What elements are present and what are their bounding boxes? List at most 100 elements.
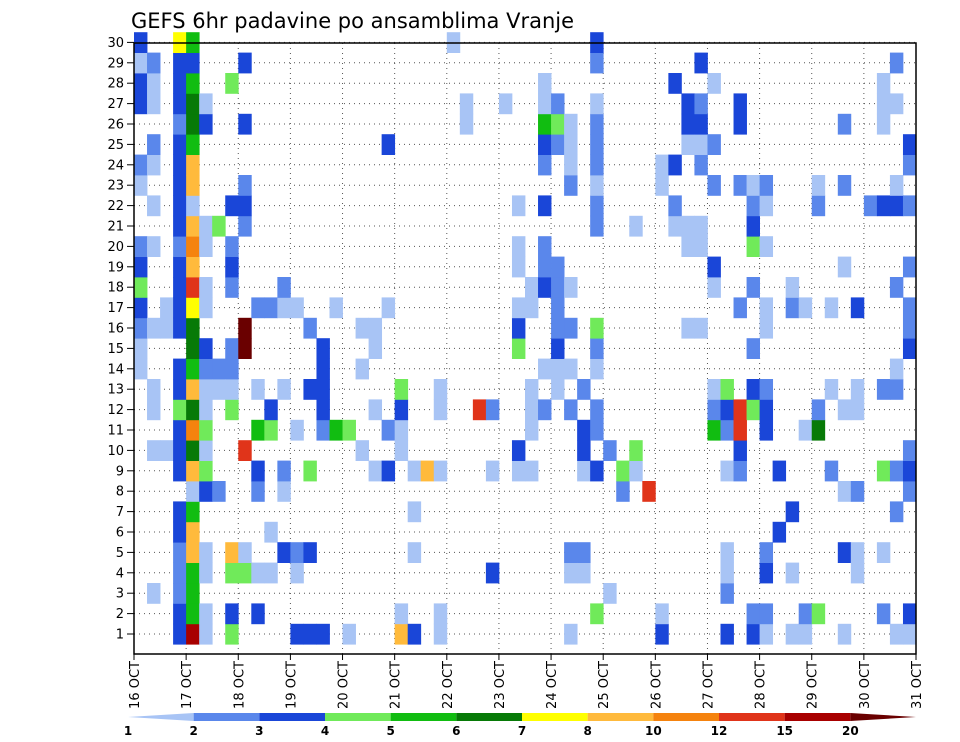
heatmap-cell bbox=[564, 562, 578, 584]
heatmap-cell bbox=[134, 297, 148, 319]
heatmap-cell bbox=[525, 419, 539, 441]
y-tick-label: 7 bbox=[116, 505, 124, 520]
heatmap-cell bbox=[746, 603, 760, 625]
heatmap-cell bbox=[199, 460, 213, 482]
heatmap-cell bbox=[186, 358, 200, 380]
heatmap-cell bbox=[303, 379, 317, 400]
heatmap-cell bbox=[902, 603, 917, 625]
heatmap-cell bbox=[173, 297, 187, 319]
y-tick-label: 2 bbox=[116, 607, 124, 622]
heatmap-cell bbox=[798, 419, 813, 441]
heatmap-cell bbox=[850, 481, 865, 502]
heatmap-cell bbox=[251, 481, 265, 502]
heatmap-cell bbox=[525, 277, 539, 298]
heatmap-cell bbox=[902, 297, 917, 319]
y-tick-label: 19 bbox=[107, 260, 124, 275]
heatmap-cell bbox=[199, 562, 213, 584]
heatmap-cell bbox=[225, 399, 239, 421]
x-tick-label: 19 OCT bbox=[284, 661, 299, 709]
heatmap-cell bbox=[642, 481, 656, 502]
colorbar-label: 1 bbox=[124, 724, 132, 738]
heatmap-cell bbox=[538, 399, 552, 421]
heatmap-cell bbox=[746, 175, 760, 196]
colorbar-swatch bbox=[390, 713, 457, 721]
heatmap-cell bbox=[303, 542, 317, 563]
heatmap-cell bbox=[511, 256, 526, 278]
heatmap-cell bbox=[707, 175, 721, 196]
x-tick-label: 31 OCT bbox=[910, 661, 925, 709]
x-tick-label: 20 OCT bbox=[337, 661, 352, 709]
heatmap-cell bbox=[551, 338, 565, 359]
heatmap-cell bbox=[694, 113, 708, 135]
heatmap-cell bbox=[538, 154, 552, 176]
heatmap-cell bbox=[603, 583, 617, 604]
heatmap-cell bbox=[147, 154, 161, 176]
heatmap-cell bbox=[407, 460, 422, 482]
heatmap-cell bbox=[759, 603, 774, 625]
heatmap-cell bbox=[186, 419, 200, 441]
heatmap-cell bbox=[212, 379, 226, 400]
colorbar-label: 8 bbox=[583, 724, 591, 738]
heatmap-cell bbox=[720, 419, 734, 441]
heatmap-cell bbox=[316, 379, 330, 400]
heatmap-cell bbox=[225, 195, 239, 217]
heatmap-cell bbox=[889, 379, 904, 400]
heatmap-cell bbox=[707, 134, 721, 155]
y-tick-label: 10 bbox=[107, 444, 124, 459]
x-tick-label: 25 OCT bbox=[597, 661, 612, 709]
heatmap-cell bbox=[863, 195, 878, 217]
heatmap-cell bbox=[564, 134, 578, 155]
heatmap-cell bbox=[394, 379, 409, 400]
heatmap-cell bbox=[173, 440, 187, 461]
heatmap-cell bbox=[538, 93, 552, 115]
heatmap-cell bbox=[186, 134, 200, 155]
heatmap-cell bbox=[173, 542, 187, 563]
heatmap-cell bbox=[525, 297, 539, 319]
heatmap-cell bbox=[590, 93, 604, 115]
colorbar-label: 7 bbox=[518, 724, 526, 738]
heatmap-cell bbox=[147, 195, 161, 217]
heatmap-cell bbox=[590, 52, 604, 74]
heatmap-cell bbox=[590, 419, 604, 441]
heatmap-cell bbox=[902, 256, 917, 278]
heatmap-cell bbox=[160, 440, 174, 461]
heatmap-cell bbox=[733, 399, 747, 421]
heatmap-cell bbox=[173, 501, 187, 523]
heatmap-cell bbox=[147, 379, 161, 400]
heatmap-cell bbox=[186, 603, 200, 625]
heatmap-cell bbox=[876, 379, 891, 400]
heatmap-cell bbox=[577, 460, 591, 482]
heatmap-cell bbox=[837, 481, 852, 502]
heatmap-cell bbox=[134, 338, 148, 359]
heatmap-cell bbox=[303, 623, 317, 645]
heatmap-cell bbox=[173, 562, 187, 584]
heatmap-cell bbox=[551, 134, 565, 155]
heatmap-cell bbox=[160, 297, 174, 319]
heatmap-cell bbox=[238, 338, 252, 359]
heatmap-cell bbox=[173, 73, 187, 94]
heatmap-cell bbox=[381, 297, 396, 319]
heatmap-cell bbox=[225, 623, 239, 645]
heatmap-cell bbox=[407, 542, 422, 563]
heatmap-cell bbox=[889, 195, 904, 217]
heatmap-cell bbox=[746, 623, 760, 645]
heatmap-cell bbox=[694, 317, 708, 339]
heatmap-cell bbox=[251, 460, 265, 482]
heatmap-cell bbox=[134, 175, 148, 196]
heatmap-cell bbox=[394, 399, 409, 421]
heatmap-cell bbox=[173, 358, 187, 380]
heatmap-cell bbox=[381, 460, 396, 482]
heatmap-cell bbox=[746, 195, 760, 217]
heatmap-cell bbox=[876, 195, 891, 217]
heatmap-cell bbox=[394, 440, 409, 461]
heatmap-cell bbox=[407, 501, 422, 523]
heatmap-cell bbox=[459, 113, 474, 135]
heatmap-cell bbox=[772, 521, 787, 543]
heatmap-cell bbox=[186, 481, 200, 502]
heatmap-cell bbox=[225, 256, 239, 278]
heatmap-cell bbox=[290, 542, 304, 563]
heatmap-cell bbox=[277, 481, 291, 502]
heatmap-cell bbox=[590, 460, 604, 482]
heatmap-cell bbox=[277, 277, 291, 298]
heatmap-cell bbox=[746, 379, 760, 400]
